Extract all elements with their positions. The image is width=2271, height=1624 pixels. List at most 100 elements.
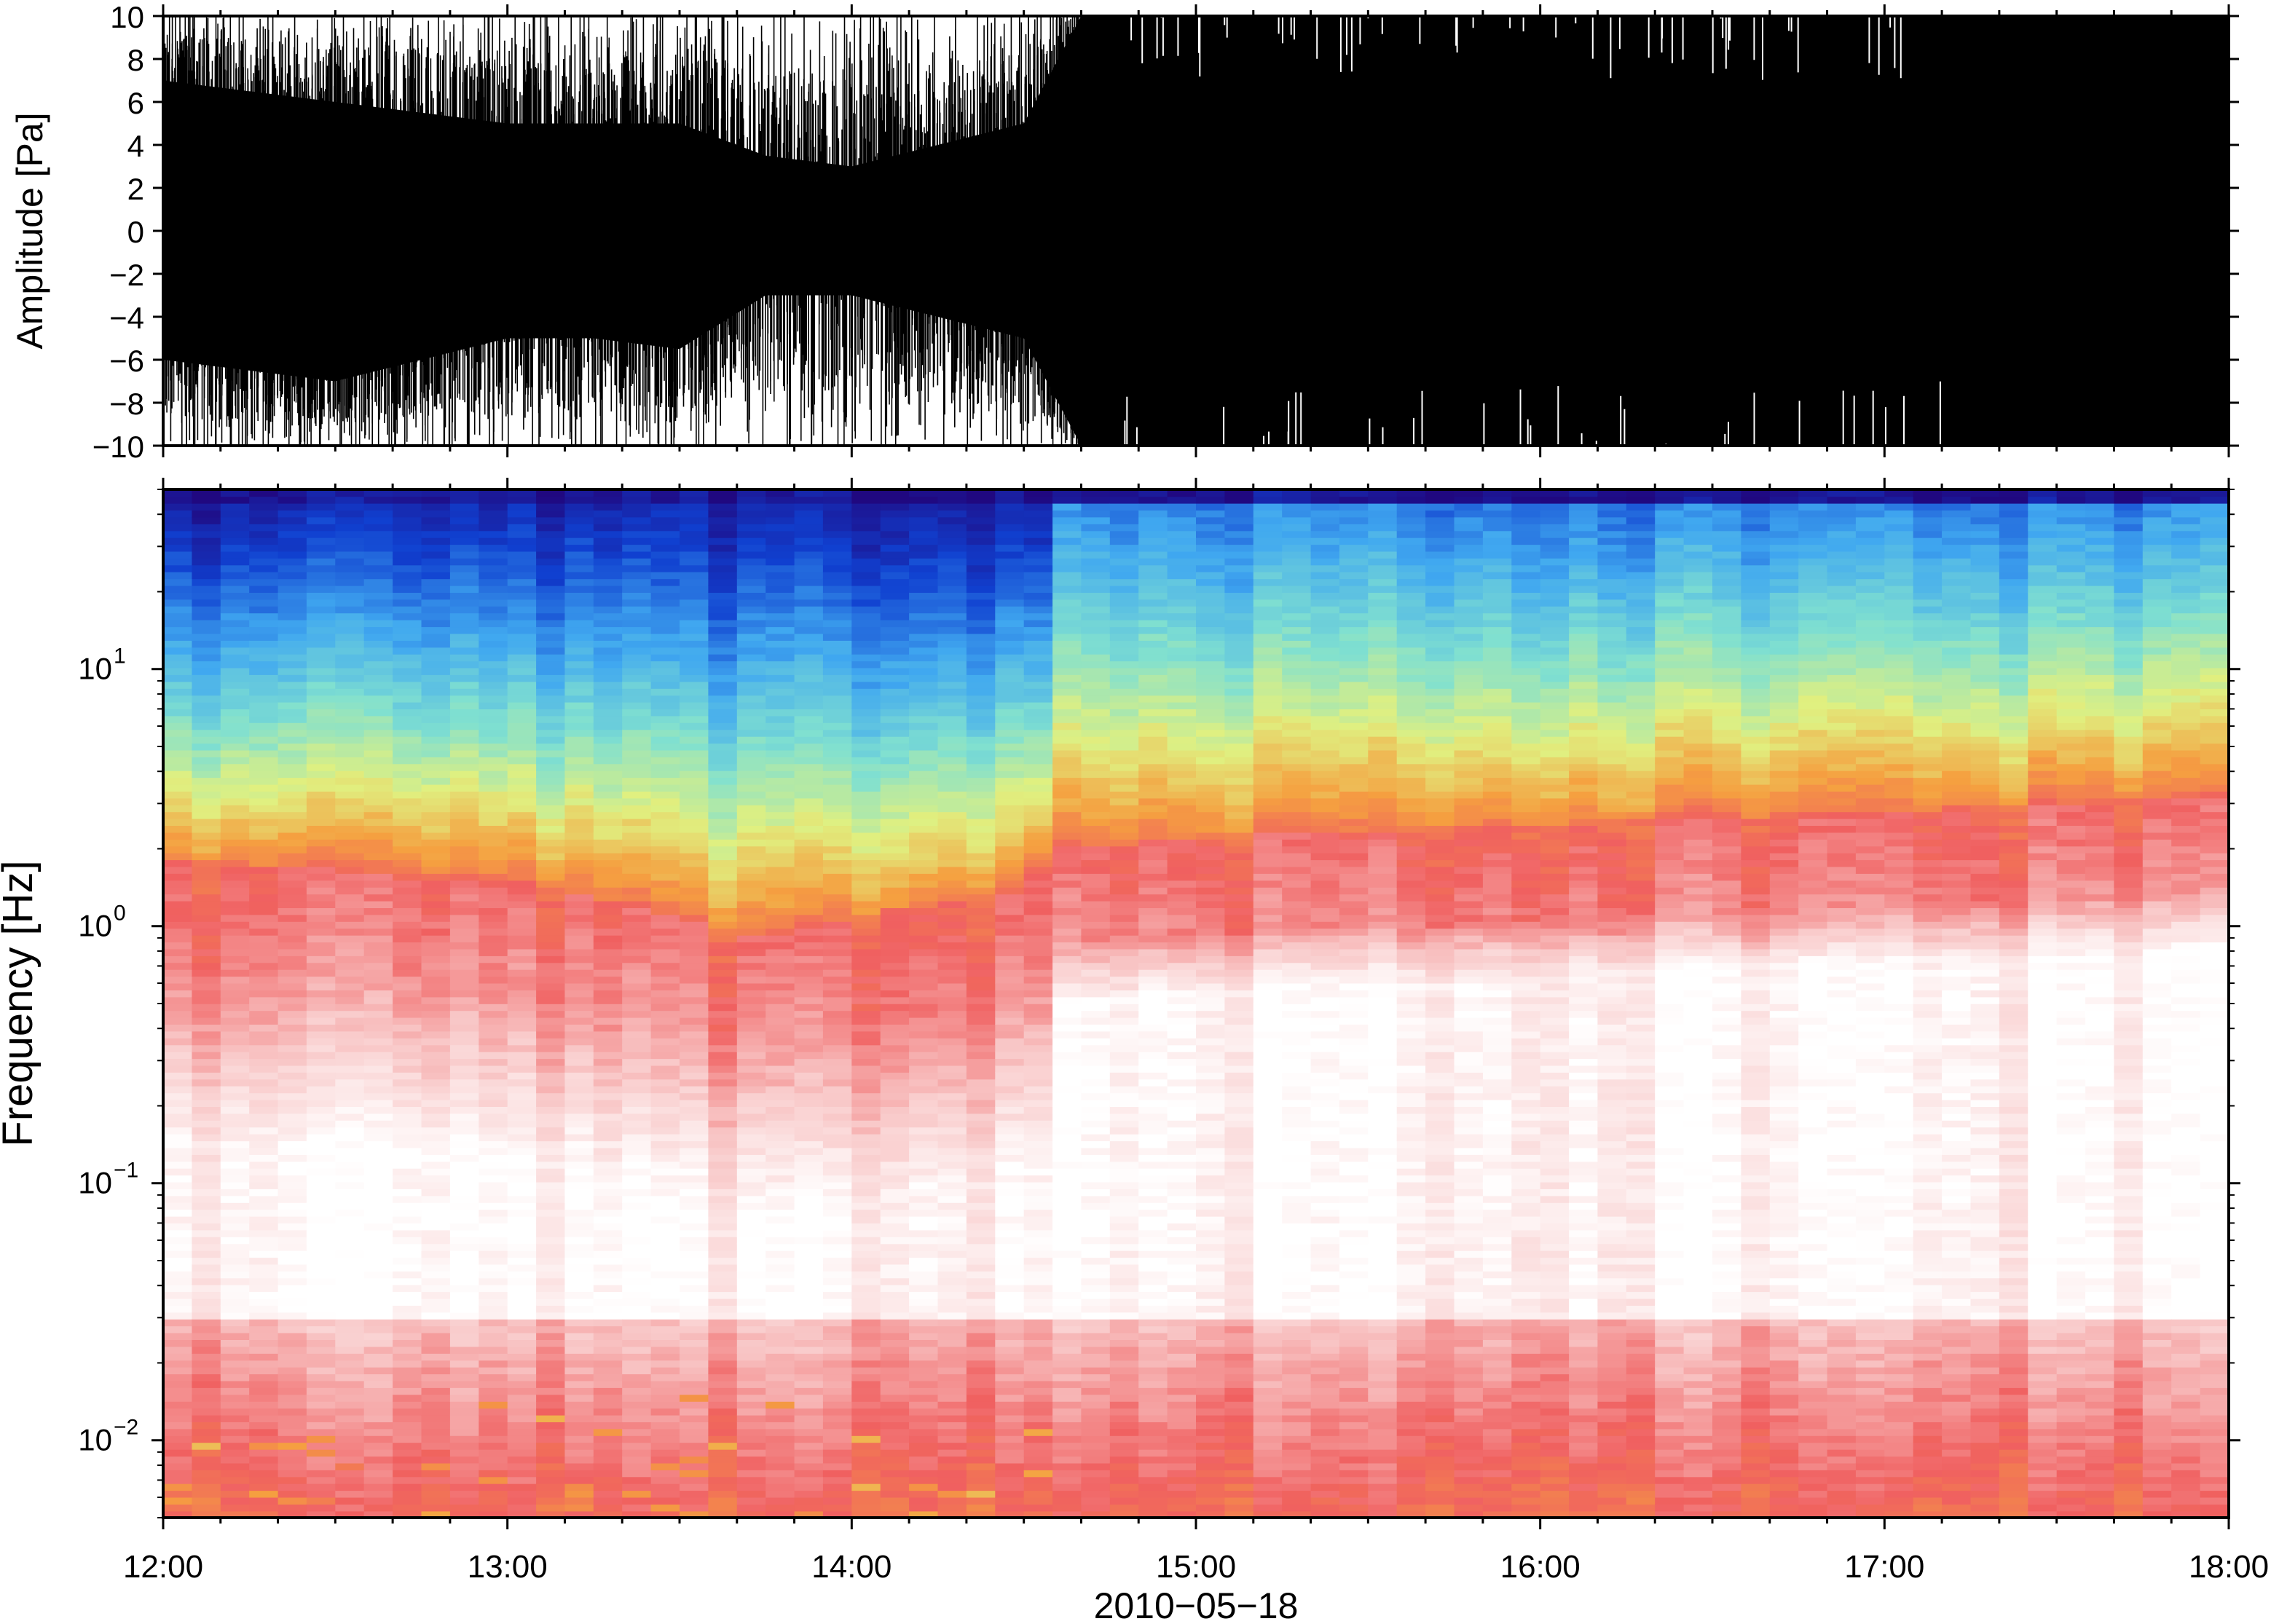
spectrogram-cell — [851, 784, 881, 792]
spectrogram-cell — [765, 558, 795, 566]
spectrogram-cell — [650, 1353, 680, 1361]
spectrogram-cell — [306, 695, 336, 703]
spectrogram-cell — [1023, 709, 1053, 717]
spectrogram-cell — [995, 1401, 1025, 1409]
spectrogram-cell — [966, 907, 996, 915]
spectrogram-cell — [966, 1167, 996, 1176]
spectrogram-cell — [564, 832, 594, 840]
spectrogram-cell — [479, 1017, 508, 1025]
spectrogram-cell — [192, 763, 221, 771]
spectrogram-cell — [765, 1215, 795, 1223]
spectrogram-cell — [507, 1092, 537, 1100]
spectrogram-cell — [1052, 1237, 1082, 1245]
spectrogram-cell — [680, 1483, 709, 1491]
spectrogram-cell — [966, 1017, 996, 1025]
spectrogram-cell — [335, 722, 365, 730]
spectrogram-cell — [192, 1277, 221, 1285]
spectrogram-cell — [622, 880, 652, 888]
spectrogram-cell — [421, 1456, 451, 1464]
spectrogram-cell — [163, 887, 193, 895]
spectrogram-cell — [363, 661, 393, 669]
spectrogram-cell — [335, 489, 365, 497]
spectrogram-cell — [249, 873, 279, 881]
spectrogram-cell — [363, 1346, 393, 1354]
spectrogram-cell — [794, 1470, 824, 1478]
spectrogram-cell — [851, 530, 881, 538]
spectrogram-cell — [192, 709, 221, 717]
spectrogram-cell — [966, 524, 996, 532]
spectrogram-cell — [966, 1243, 996, 1251]
spectrogram-cell — [593, 1291, 623, 1299]
spectrogram-cell — [536, 763, 566, 771]
spectrogram-cell — [995, 845, 1025, 854]
spectrogram-cell — [1081, 1470, 1111, 1478]
spectrogram-cell — [479, 976, 508, 984]
spectrogram-cell — [909, 805, 939, 813]
spectrogram-cell — [593, 942, 623, 950]
spectrogram-cell — [650, 1325, 680, 1333]
spectrogram-cell — [909, 1229, 939, 1237]
spectrogram-cell — [880, 1312, 910, 1320]
spectrogram-cell — [163, 496, 193, 504]
spectrogram-cell — [564, 558, 594, 566]
spectrogram-cell — [909, 1202, 939, 1210]
spectrogram-cell — [851, 1024, 881, 1032]
spectrogram-cell — [765, 619, 795, 628]
spectrogram-cell — [765, 934, 795, 943]
spectrogram-cell — [479, 592, 508, 600]
spectrogram-cell — [449, 1360, 480, 1368]
spectrogram-cell — [650, 749, 680, 757]
spectrogram-cell — [909, 1346, 939, 1354]
spectrogram-cell — [278, 955, 307, 963]
spectrogram-cell — [192, 1435, 221, 1443]
spectrogram-cell — [564, 1264, 594, 1272]
spectrogram-cell — [278, 1058, 307, 1066]
spectrogram-cell — [937, 1346, 967, 1354]
spectrogram-cell — [363, 572, 393, 580]
spectrogram-cell — [306, 653, 336, 662]
spectrogram-cell — [249, 1277, 279, 1285]
spectrogram-cell — [708, 1237, 738, 1245]
spectrogram-cell — [622, 900, 652, 908]
spectrogram-cell — [995, 1127, 1025, 1135]
spectrogram-cell — [995, 1161, 1025, 1169]
spectrogram-cell — [507, 990, 537, 998]
spectrogram-cell — [880, 948, 910, 956]
amplitude-y-tick-label: −6 — [109, 344, 144, 378]
spectrogram-cell — [249, 1428, 279, 1436]
spectrogram-cell — [880, 1072, 910, 1080]
spectrogram-cell — [736, 1291, 766, 1299]
spectrogram-cell — [1023, 661, 1053, 669]
spectrogram-cell — [163, 674, 193, 682]
spectrogram-cell — [593, 1428, 623, 1436]
spectrogram-cell — [421, 1140, 451, 1148]
spectrogram-cell — [680, 647, 709, 655]
spectrogram-cell — [937, 1497, 967, 1505]
spectrogram-cell — [249, 502, 279, 511]
spectrogram-cell — [220, 502, 250, 511]
spectrogram-cell — [966, 797, 996, 805]
spectrogram-cell — [765, 818, 795, 826]
spectrogram-cell — [564, 1161, 594, 1169]
spectrogram-cell — [421, 996, 451, 1004]
spectrogram-cell — [1081, 1161, 1111, 1169]
spectrogram-cell — [1052, 709, 1082, 717]
spectrogram-cell — [822, 866, 853, 874]
spectrogram-cell — [220, 578, 250, 586]
spectrogram-cell — [650, 1175, 680, 1183]
spectrogram-cell — [593, 551, 623, 559]
spectrogram-cell — [306, 1373, 336, 1381]
spectrogram-cell — [680, 1189, 709, 1197]
spectrogram-cell — [1023, 695, 1053, 703]
spectrogram-cell — [306, 1277, 336, 1285]
spectrogram-cell — [564, 722, 594, 730]
spectrogram-cell — [163, 537, 193, 545]
spectrogram-cell — [622, 722, 652, 730]
spectrogram-cell — [593, 1017, 623, 1025]
spectrogram-cell — [995, 516, 1025, 524]
spectrogram-cell — [393, 1147, 422, 1155]
spectrogram-cell — [393, 1030, 422, 1038]
spectrogram-cell — [507, 1373, 537, 1381]
spectrogram-cell — [909, 1147, 939, 1155]
spectrogram-cell — [335, 1470, 365, 1478]
